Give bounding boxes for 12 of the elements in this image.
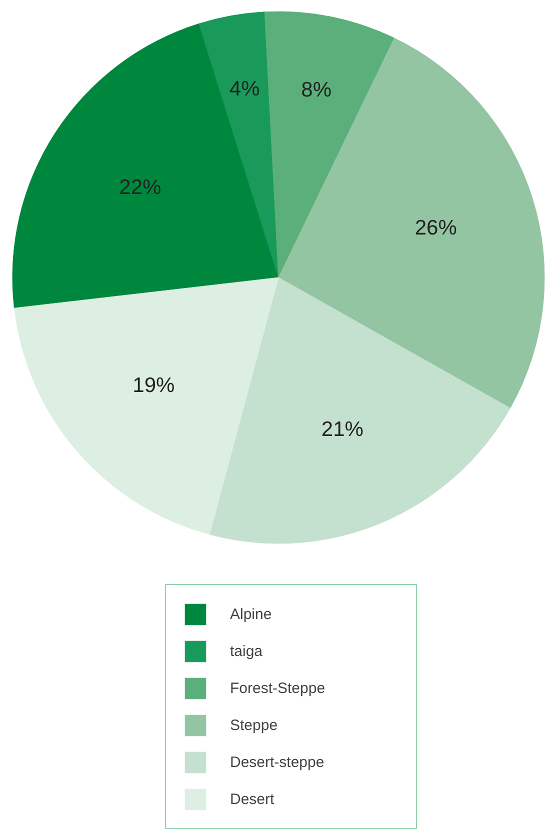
data-label: 4% (229, 78, 260, 101)
data-label: 19% (132, 374, 175, 397)
legend-label: Desert (230, 790, 276, 808)
data-label: 8% (301, 78, 332, 102)
legend-label: Desert-steppe (230, 754, 326, 770)
data-label: 22% (119, 176, 162, 200)
legend-label: Steppe (230, 716, 279, 734)
legend-label: Forest-Steppe (230, 680, 326, 696)
legend-label: Alpine (230, 606, 273, 622)
data-label: 21% (321, 418, 364, 442)
data-label: 26% (414, 216, 457, 240)
legend-label: taiga (230, 642, 264, 660)
